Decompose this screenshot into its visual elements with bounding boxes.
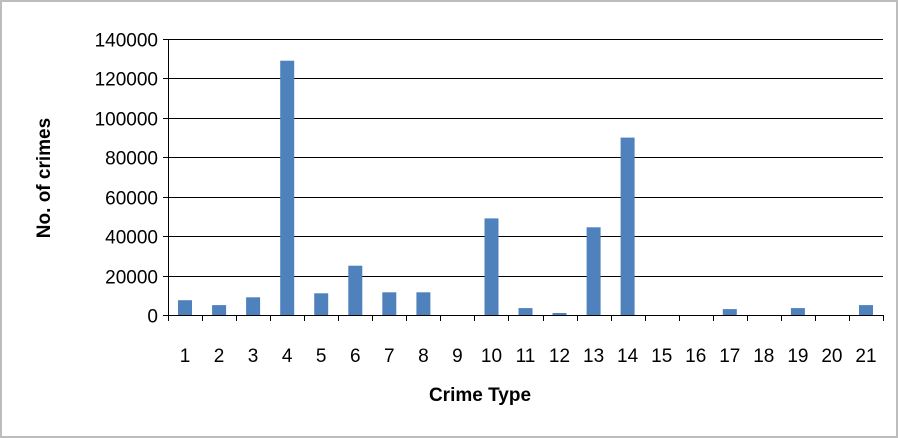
x-tick-label: 11 [516,346,536,367]
y-tick-label: 120000 [95,70,158,91]
bar-2 [212,305,227,315]
x-tick-label: 13 [583,346,604,367]
bar-19 [790,308,805,315]
x-tick-label: 8 [418,346,429,367]
y-axis-title: No. of crimes [34,118,55,238]
y-tick-label: 100000 [95,110,158,131]
x-tick-label: 5 [316,346,327,367]
bar-7 [382,292,397,315]
bar-10 [484,218,499,315]
x-tick-label: 16 [685,346,706,367]
x-tick-label: 20 [821,346,842,367]
gridlines [168,39,883,277]
bar-5 [314,293,329,315]
bars [178,60,873,316]
x-tick-label: 3 [248,346,259,367]
x-tick-label: 9 [452,346,463,367]
bar-8 [416,292,431,315]
bar-3 [246,297,261,315]
bar-1 [178,300,192,315]
bar-14 [620,137,635,315]
x-tick-label: 10 [481,346,502,367]
bar-13 [586,227,601,315]
x-tick-label: 17 [719,346,740,367]
bar-4 [280,60,295,316]
x-tick-label: 21 [855,346,876,367]
x-axis-title: Crime Type [429,385,531,406]
axes [163,39,884,321]
x-tick-label: 1 [180,346,191,367]
bar-6 [348,265,363,315]
x-tick-label: 7 [384,346,395,367]
bar-11 [518,308,533,315]
x-tick-label: 15 [651,346,672,367]
x-tick-labels: 1 2 3 4 5 6 7 8 9 10 11 12 13 14 15 16 17 18 19 20 21 [180,346,877,367]
bar-17 [722,309,737,315]
x-tick-label: 12 [549,346,570,367]
y-tick-label: 20000 [105,268,158,289]
y-tick-label: 80000 [105,149,158,170]
y-tick-label: 0 [147,307,158,328]
y-tick-labels: 0 20000 40000 60000 80000 100000 120000 140000 [95,31,158,328]
y-tick-label: 40000 [105,228,158,249]
x-tick-label: 18 [753,346,774,367]
x-tick-label: 4 [282,346,293,367]
bar-21 [859,305,873,315]
bar-12 [552,313,567,315]
y-tick-label: 60000 [105,189,158,210]
x-tick-label: 14 [617,346,639,367]
y-tick-label: 140000 [95,31,158,52]
x-tick-label: 2 [214,346,225,367]
x-tick-label: 19 [787,346,808,367]
x-tick-label: 6 [350,346,361,367]
